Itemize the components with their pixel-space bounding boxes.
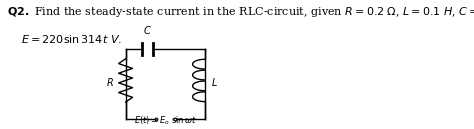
Text: $E(t) = E_o\ \sin\omega t$: $E(t) = E_o\ \sin\omega t$: [134, 115, 197, 127]
Text: $C$: $C$: [143, 24, 152, 36]
Text: $L$: $L$: [211, 76, 218, 88]
Text: $E = 220\sin 314t\ V.$: $E = 220\sin 314t\ V.$: [7, 33, 122, 45]
Text: $\mathbf{Q2.}$ Find the steady-state current in the RLC-circuit, given $R = 0.2\: $\mathbf{Q2.}$ Find the steady-state cur…: [7, 5, 474, 19]
Text: $R$: $R$: [106, 76, 114, 88]
